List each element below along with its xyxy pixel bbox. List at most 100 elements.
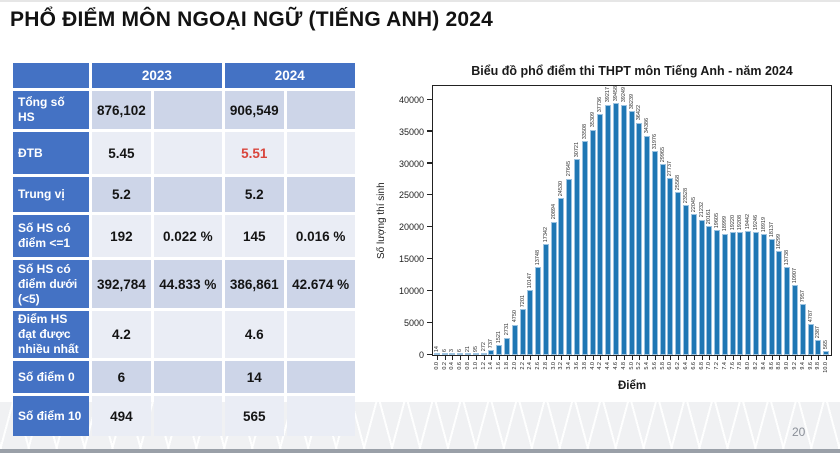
cell-value-2023: 392,784	[92, 260, 151, 308]
histogram-bar	[791, 285, 798, 355]
bar-value-label: 20894	[550, 204, 557, 220]
bar-value-label: 272	[480, 342, 487, 352]
bar-value-label: 21232	[698, 202, 705, 218]
x-tick-mark	[771, 356, 773, 360]
histogram-bar	[682, 204, 689, 355]
y-tick-mark	[427, 194, 432, 196]
y-tick-label: 20000	[398, 222, 424, 233]
x-tick-mark	[701, 356, 703, 360]
x-tick-label: 1.6	[496, 362, 503, 370]
x-tick-mark	[826, 356, 828, 360]
bar-value-label: 19246	[753, 214, 760, 231]
x-tick-label: 2.6	[535, 362, 542, 370]
cell-value-2024: 4.6	[224, 311, 284, 358]
histogram-bar	[636, 122, 643, 355]
score-table: 2023 2024 Tổng số HS 876,102 906,549 ĐTB 5.4…	[10, 60, 358, 439]
x-tick-label: 6.2	[675, 362, 682, 370]
bar-value-label: 24530	[558, 181, 565, 197]
bar-value-label: 22045	[690, 197, 697, 213]
x-tick-mark	[623, 356, 625, 360]
row-label: Trung vị	[13, 177, 89, 212]
x-tick-label: 5.6	[651, 362, 658, 370]
x-tick-label: 4.6	[612, 362, 619, 370]
y-tick-label: 15000	[398, 254, 424, 265]
x-tick-mark	[506, 356, 508, 360]
plot-area: 14 6 3 6 21 95 272 737 1521 2731 4750 7201 10147 1374…	[399, 85, 832, 360]
x-tick-mark	[452, 356, 454, 360]
x-tick-label: 2.8	[542, 362, 549, 370]
histogram-bar	[433, 353, 440, 355]
histogram-bar	[784, 267, 791, 355]
bar-value-label: 19442	[745, 213, 752, 229]
x-tick-mark	[647, 356, 649, 360]
histogram-bar	[729, 232, 736, 355]
x-tick-mark	[810, 356, 812, 360]
bar-value-label: 36422	[636, 105, 643, 121]
x-tick-label: 9.6	[807, 362, 814, 370]
table-row: Trung vị 5.2 5.2	[13, 177, 355, 212]
bar-value-label: 10907	[791, 268, 798, 284]
cell-percent-2023	[153, 396, 222, 436]
table-header-row: 2023 2024	[13, 63, 355, 88]
x-tick-label: 8.8	[776, 362, 783, 370]
x-tick-mark	[514, 356, 516, 360]
bar-value-label: 30721	[574, 141, 580, 157]
histogram-bar	[589, 129, 596, 355]
histogram-bar	[511, 324, 518, 355]
table-row: Số HS có điểm <=1 192 0.022 % 145 0.016 %	[13, 215, 355, 257]
bar-value-label: 16299	[776, 233, 783, 249]
histogram-bar	[605, 104, 612, 355]
cell-value-2024: 5.51	[224, 132, 284, 174]
cell-value-2024: 565	[224, 396, 284, 436]
x-tick-mark	[748, 356, 750, 360]
x-tick-label: 7.0	[706, 362, 713, 370]
x-tick-label: 9.4	[799, 362, 806, 370]
x-tick-label: 3.4	[566, 362, 573, 370]
x-tick-label: 3.6	[574, 362, 580, 370]
x-tick-mark	[654, 356, 656, 360]
y-tick-label: 40000	[398, 94, 424, 105]
bar-value-label: 10147	[527, 272, 534, 289]
page-title: PHỔ ĐIỂM MÔN NGOẠI NGỮ (TIẾNG ANH) 2024	[10, 8, 493, 31]
x-tick-mark	[794, 356, 796, 360]
table-row: ĐTB 5.45 5.51	[13, 132, 355, 174]
x-tick-mark	[545, 356, 547, 360]
y-tick-mark	[427, 258, 432, 260]
y-tick-label: 35000	[398, 126, 424, 137]
histogram-bar	[558, 198, 565, 355]
bar-value-label: 27737	[667, 160, 674, 177]
bar-value-label: 37736	[597, 96, 604, 113]
histogram-bar	[566, 178, 573, 355]
x-tick-mark	[662, 356, 664, 360]
bar-value-label: 39458	[612, 85, 619, 102]
y-tick-mark	[427, 98, 432, 100]
histogram-bar	[737, 232, 744, 355]
cell-value-2023: 4.2	[92, 311, 151, 358]
cell-percent-2023: 44.833 %	[153, 260, 222, 308]
x-tick-mark	[787, 356, 789, 360]
bar-value-label: 6	[457, 349, 464, 353]
bar-value-label: 2387	[815, 325, 822, 338]
cell-percent-2024	[286, 396, 355, 436]
histogram-bar	[776, 251, 783, 355]
bar-value-label: 39249	[620, 87, 627, 103]
x-tick-label: 9.8	[815, 362, 822, 370]
bar-value-label: 19208	[737, 215, 744, 231]
bar-value-label: 14	[433, 346, 440, 353]
x-tick-label: 2.4	[527, 362, 534, 370]
bar-value-label: 29965	[659, 146, 666, 162]
x-tick-mark	[491, 356, 493, 360]
x-tick-label: 7.2	[714, 362, 721, 370]
x-axis-label: Điểm	[617, 380, 647, 392]
chart-title: Biểu đồ phổ điểm thi THPT môn Tiếng Anh …	[471, 64, 793, 78]
cell-percent-2024: 42.674 %	[286, 260, 355, 308]
x-tick-label: 3.0	[550, 362, 557, 370]
y-tick-mark	[427, 321, 432, 324]
bar-value-label: 35309	[589, 112, 596, 128]
x-tick-mark	[732, 356, 734, 360]
cell-value-2023: 876,102	[92, 91, 151, 129]
bar-value-label: 6	[441, 349, 448, 353]
x-tick-label: 1.0	[472, 362, 479, 370]
x-tick-mark	[522, 356, 524, 360]
x-tick-label: 1.2	[480, 362, 487, 370]
